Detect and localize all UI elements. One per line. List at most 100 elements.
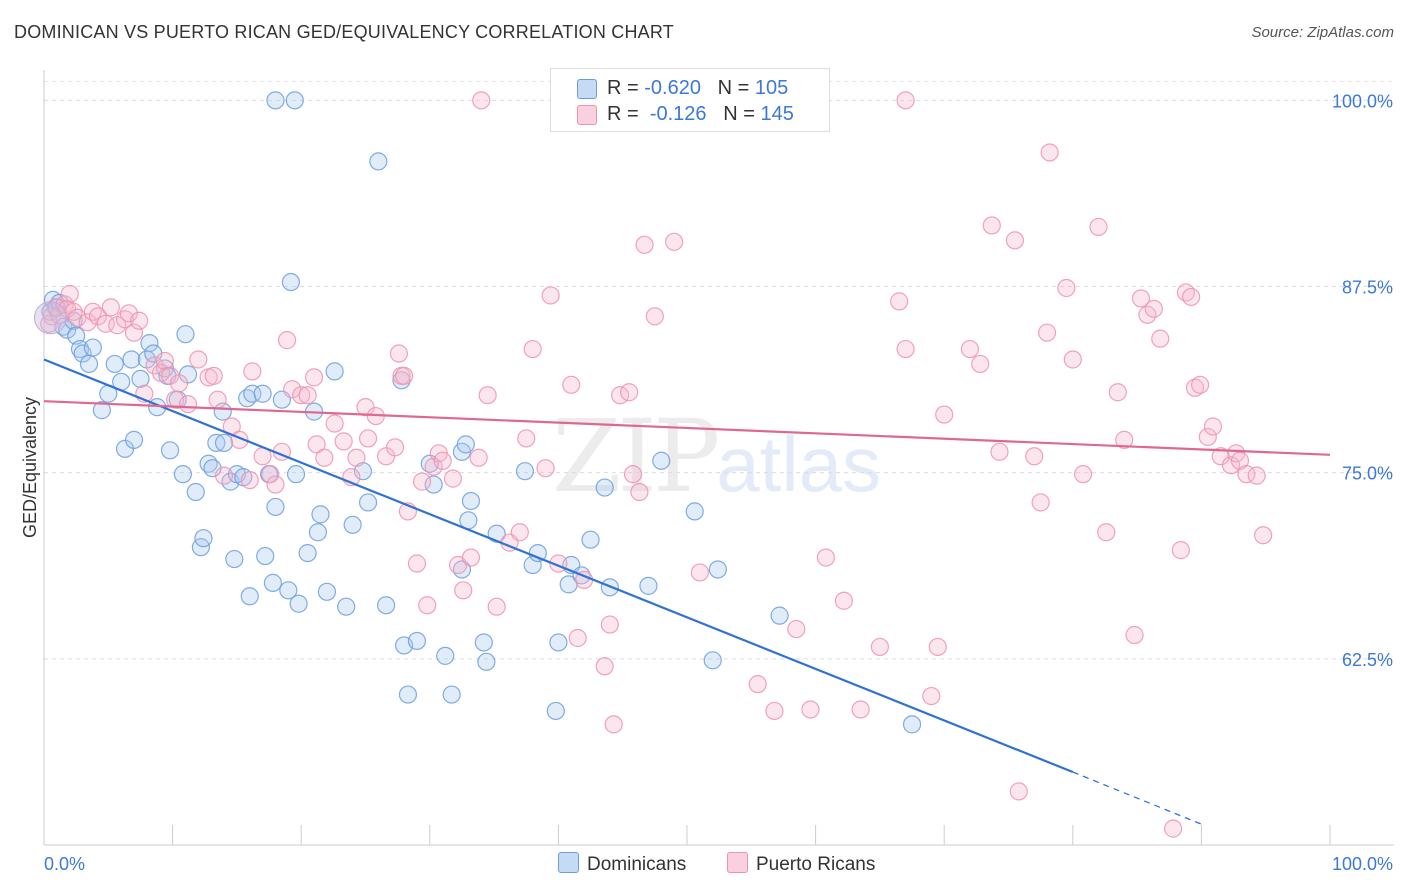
axes [43,70,1394,846]
legend-swatch-puerto-ricans [577,105,597,125]
puerto-ricans-point [325,414,344,433]
puerto-ricans-point [307,435,326,454]
puerto-ricans-point [169,374,189,393]
series-legend-dominicans: Dominicans [558,852,686,876]
legend-text-dominicans: R = -0.620 N = 105 [607,77,788,100]
puerto-ricans-point [1063,350,1082,369]
puerto-ricans-point [304,368,324,387]
puerto-ricans-point [1108,383,1127,402]
legend-text-puerto-ricans: R = -0.126 N = 145 [607,103,794,126]
puerto-ricans-point [461,548,481,567]
dominicans-point [67,326,86,345]
y-tick-label: 100.0% [1332,91,1393,111]
dominicans-point [407,631,427,651]
puerto-ricans-point [870,637,890,657]
puerto-ricans-point [1125,625,1144,645]
series-legend-puerto-ricans: Puerto Ricans [727,852,875,876]
dominicans-point [477,652,496,671]
dominicans-point [266,91,285,110]
dominicans-point [685,502,704,521]
puerto-ricans-point [101,298,120,317]
puerto-ricans-point [1221,456,1241,475]
source-label: Source: ZipAtlas.com [1251,24,1394,41]
puerto-ricans-point [935,405,954,424]
dominicans-point [398,685,418,704]
puerto-ricans-point [971,354,990,374]
puerto-ricans-point [478,386,497,405]
puerto-ricans-point [1040,143,1059,162]
puerto-ricans-point [394,366,414,385]
puerto-ricans-point [298,386,317,405]
puerto-ricans-point [418,596,437,615]
puerto-ricans-point [816,548,835,567]
puerto-ricans-point [851,700,870,719]
dominicans-point [442,685,461,704]
dominicans-point [311,505,330,524]
puerto-ricans-point [178,395,198,414]
dominicans-point [461,491,481,511]
puerto-ricans-point [204,366,223,385]
dominicans-point [358,493,378,512]
dominicans-point [243,384,262,403]
puerto-ricans-point [1037,323,1057,342]
x-tick-label: 0.0% [44,854,85,874]
puerto-ricans-point [523,339,542,359]
dominicans-point [281,272,301,292]
puerto-ricans-point [890,292,909,311]
dominicans-point [214,433,234,452]
dominicans-point [317,582,337,601]
puerto-ricans-point [145,356,164,375]
points [33,91,1273,838]
puerto-ricans-point [88,307,108,326]
n-label: N = [717,77,750,99]
dominicans-point [207,433,226,452]
puerto-ricans-point [620,383,639,402]
dominicans-point [456,435,475,454]
legend-swatch-dominicans [577,79,597,99]
y-tick-label: 87.5% [1342,278,1393,298]
puerto-ricans-point [1171,541,1190,560]
tick-labels: 62.5% 75.0% 87.5% 100.0% 0.0% 100.0% GED/Equiv… [20,91,1393,874]
puerto-ricans-point [787,619,806,639]
dominicans-point [639,576,658,595]
puerto-ricans-point [600,615,619,634]
puerto-ricans-point [510,523,529,542]
puerto-ricans-point [1009,782,1028,801]
puerto-ricans-point [243,362,262,381]
dominicans-point [173,465,192,484]
puerto-ricans-point [604,715,623,734]
puerto-ricans-point [1185,378,1205,397]
puerto-ricans-point [562,375,581,394]
puerto-ricans-point [487,597,506,616]
dominicans-point [263,573,283,592]
puerto-ricans-point [690,563,709,582]
r-value: -0.126 [649,103,707,125]
dominicans-point [581,530,600,549]
puerto-ricans-point [1191,375,1210,394]
dominicans-point [343,515,362,534]
dominicans-point [289,594,308,613]
puerto-ricans-point [1097,523,1116,542]
dominicans-point [225,549,244,569]
dominicans-point [266,497,285,517]
y-tick-label: 75.0% [1342,464,1393,484]
trend-line-dominicans-extension [1072,771,1202,825]
puerto-ricans-point [119,304,138,323]
puerto-ricans-point [1254,526,1273,545]
dominicans-point [256,546,275,566]
puerto-ricans-point [765,701,784,721]
puerto-ricans-point [1144,299,1163,318]
puerto-ricans-point [240,471,259,490]
puerto-ricans-point [472,91,491,110]
puerto-ricans-point [469,448,488,467]
dominicans-point [122,350,141,369]
dominicans-point [595,478,614,497]
trend-line-puerto-ricans [43,400,1331,456]
puerto-ricans-point [536,459,555,478]
puerto-ricans-point [1164,819,1183,838]
dominicans-point [186,482,205,502]
puerto-ricans-point [630,482,649,502]
dominicans-point [160,441,180,460]
puerto-ricans-point [454,581,473,600]
